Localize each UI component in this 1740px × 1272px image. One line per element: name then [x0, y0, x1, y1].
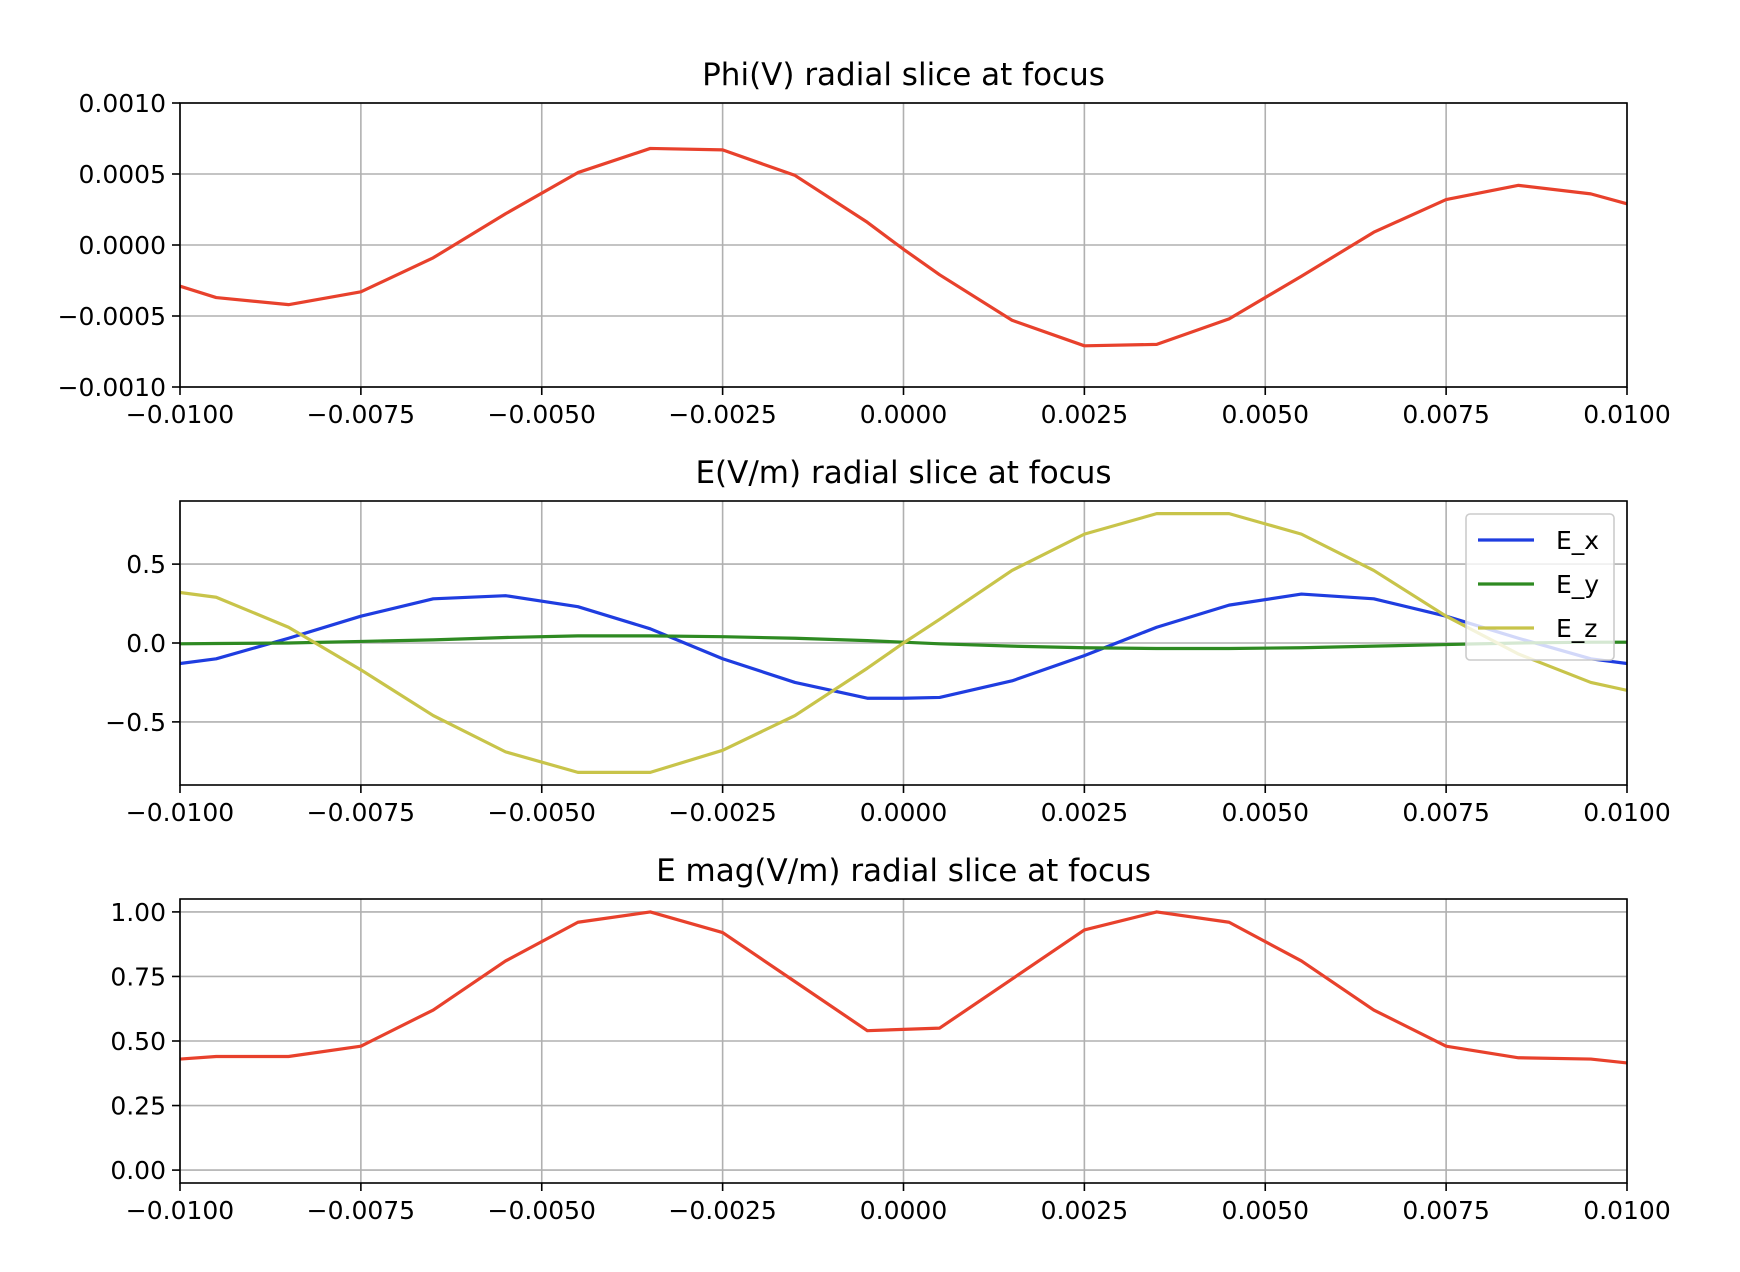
e-mag-ytick-label: 1.00 — [110, 898, 166, 927]
e-mag-panel-title: E mag(V/m) radial slice at focus — [656, 853, 1151, 889]
e-field-ytick-label: 0.5 — [126, 550, 166, 579]
legend-label-e-y: E_y — [1556, 570, 1599, 599]
phi-xtick-label: −0.0025 — [668, 400, 776, 429]
e-mag-xtick-label: 0.0100 — [1583, 1196, 1670, 1225]
phi-xtick-label: 0.0025 — [1041, 400, 1128, 429]
e-mag-xtick-label: 0.0075 — [1402, 1196, 1489, 1225]
e-mag-xtick-label: −0.0100 — [126, 1196, 234, 1225]
e-field-panel-ticks: −0.0100 −0.0075 −0.0050 −0.0025 0.0000 0.0025… — [105, 550, 1670, 827]
e-field-xtick-label: −0.0100 — [126, 798, 234, 827]
e-field-xtick-label: −0.0075 — [307, 798, 415, 827]
e-field-xtick-label: 0.0100 — [1583, 798, 1670, 827]
phi-ytick-label: 0.0010 — [79, 89, 166, 118]
phi-xtick-label: 0.0050 — [1222, 400, 1309, 429]
e-field-panel: E(V/m) radial slice at focus −0.0100 −0.0… — [105, 455, 1670, 827]
phi-xtick-label: 0.0000 — [860, 400, 947, 429]
e-field-ytick-label: 0.0 — [126, 629, 166, 658]
e-field-xtick-label: 0.0000 — [860, 798, 947, 827]
e-mag-xtick-label: 0.0025 — [1041, 1196, 1128, 1225]
e-field-panel-series — [180, 512, 1627, 774]
phi-panel: Phi(V) radial slice at focus −0.0100 −0.0… — [58, 57, 1671, 429]
phi-panel-title: Phi(V) radial slice at focus — [702, 57, 1105, 93]
e-field-xtick-label: 0.0025 — [1041, 798, 1128, 827]
e-field-xtick-label: −0.0025 — [668, 798, 776, 827]
e-field-xtick-label: 0.0050 — [1222, 798, 1309, 827]
legend-label-e-z: E_z — [1556, 614, 1597, 643]
phi-ytick-label: 0.0005 — [79, 160, 166, 189]
e-mag-ytick-label: 0.25 — [110, 1092, 166, 1121]
e-mag-panel-ticks: −0.0100 −0.0075 −0.0050 −0.0025 0.0000 0.0025… — [110, 898, 1670, 1225]
phi-panel-series — [180, 146, 1627, 348]
e-field-xtick-label: −0.0050 — [488, 798, 596, 827]
e-mag-series-0-line — [180, 910, 1627, 1065]
e-mag-panel-grid — [179, 899, 1628, 1183]
e-mag-xtick-label: −0.0025 — [668, 1196, 776, 1225]
phi-xtick-label: −0.0100 — [126, 400, 234, 429]
e-mag-ytick-label: 0.00 — [110, 1156, 166, 1185]
e-mag-panel: E mag(V/m) radial slice at focus −0.0100… — [110, 853, 1670, 1225]
e-mag-xtick-label: 0.0000 — [860, 1196, 947, 1225]
e-field-e-z-line — [180, 512, 1627, 774]
phi-ytick-label: −0.0005 — [58, 302, 166, 331]
e-mag-xtick-label: −0.0075 — [307, 1196, 415, 1225]
phi-xtick-label: 0.0100 — [1583, 400, 1670, 429]
phi-panel-grid — [179, 102, 1628, 388]
e-field-ytick-label: −0.5 — [105, 708, 166, 737]
e-field-xtick-label: 0.0075 — [1402, 798, 1489, 827]
phi-series-0-line — [180, 146, 1627, 348]
phi-xtick-label: 0.0075 — [1402, 400, 1489, 429]
phi-xtick-label: −0.0050 — [488, 400, 596, 429]
phi-ytick-label: 0.0000 — [79, 231, 166, 260]
e-field-panel-title: E(V/m) radial slice at focus — [695, 455, 1111, 491]
e-mag-ytick-label: 0.50 — [110, 1027, 166, 1056]
e-field-legend: E_x E_y E_z — [1465, 513, 1615, 661]
phi-panel-ticks: −0.0100 −0.0075 −0.0050 −0.0025 0.0000 0.0025… — [58, 89, 1671, 429]
e-field-e-x-line — [180, 592, 1627, 700]
e-mag-xtick-label: 0.0050 — [1222, 1196, 1309, 1225]
phi-xtick-label: −0.0075 — [307, 400, 415, 429]
legend-label-e-x: E_x — [1556, 526, 1599, 555]
e-mag-panel-series — [180, 910, 1627, 1065]
legend-box — [1465, 513, 1615, 661]
phi-ytick-label: −0.0010 — [58, 373, 166, 402]
e-mag-ytick-label: 0.75 — [110, 962, 166, 991]
e-mag-xtick-label: −0.0050 — [488, 1196, 596, 1225]
